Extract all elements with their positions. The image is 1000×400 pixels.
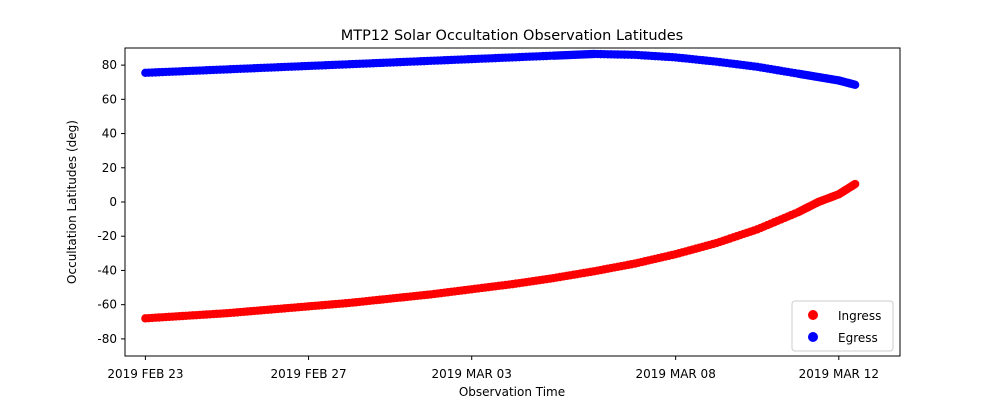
legend-egress-label: Egress (838, 331, 878, 345)
chart-title: MTP12 Solar Occultation Observation Lati… (341, 28, 683, 44)
legend-ingress-marker (808, 310, 818, 320)
egress-series (141, 49, 860, 89)
ingress-point (850, 179, 860, 189)
egress-point (850, 80, 860, 89)
y-axis-label: Occultation Latitudes (deg) (65, 120, 79, 284)
x-tick-label: 2019 MAR 12 (799, 367, 879, 381)
plot-border (124, 47, 901, 357)
x-tick-label: 2019 MAR 08 (635, 367, 715, 381)
legend-egress-marker (808, 332, 818, 342)
y-tick-label: -20 (97, 229, 117, 243)
y-axis: -80 -60 -40 -20 0 20 40 60 80 (97, 58, 125, 346)
ingress-series (141, 179, 860, 323)
legend-ingress-label: Ingress (838, 309, 881, 323)
y-tick-label: -80 (97, 332, 117, 346)
y-tick-label: -40 (97, 263, 117, 277)
y-tick-label: 80 (102, 58, 117, 72)
y-tick-label: 20 (102, 161, 117, 175)
y-tick-label: 40 (102, 127, 117, 141)
y-tick-label: 0 (109, 195, 117, 209)
plot-area (125, 48, 900, 356)
x-tick-label: 2019 MAR 03 (432, 367, 512, 381)
legend: Ingress Egress (791, 300, 894, 352)
x-tick-label: 2019 FEB 27 (270, 367, 346, 381)
x-axis: 2019 FEB 23 2019 FEB 27 2019 MAR 03 2019 MA… (107, 356, 879, 381)
y-tick-label: -60 (97, 298, 117, 312)
y-tick-label: 60 (102, 92, 117, 106)
x-axis-label: Observation Time (459, 385, 565, 399)
x-tick-label: 2019 FEB 23 (107, 367, 183, 381)
